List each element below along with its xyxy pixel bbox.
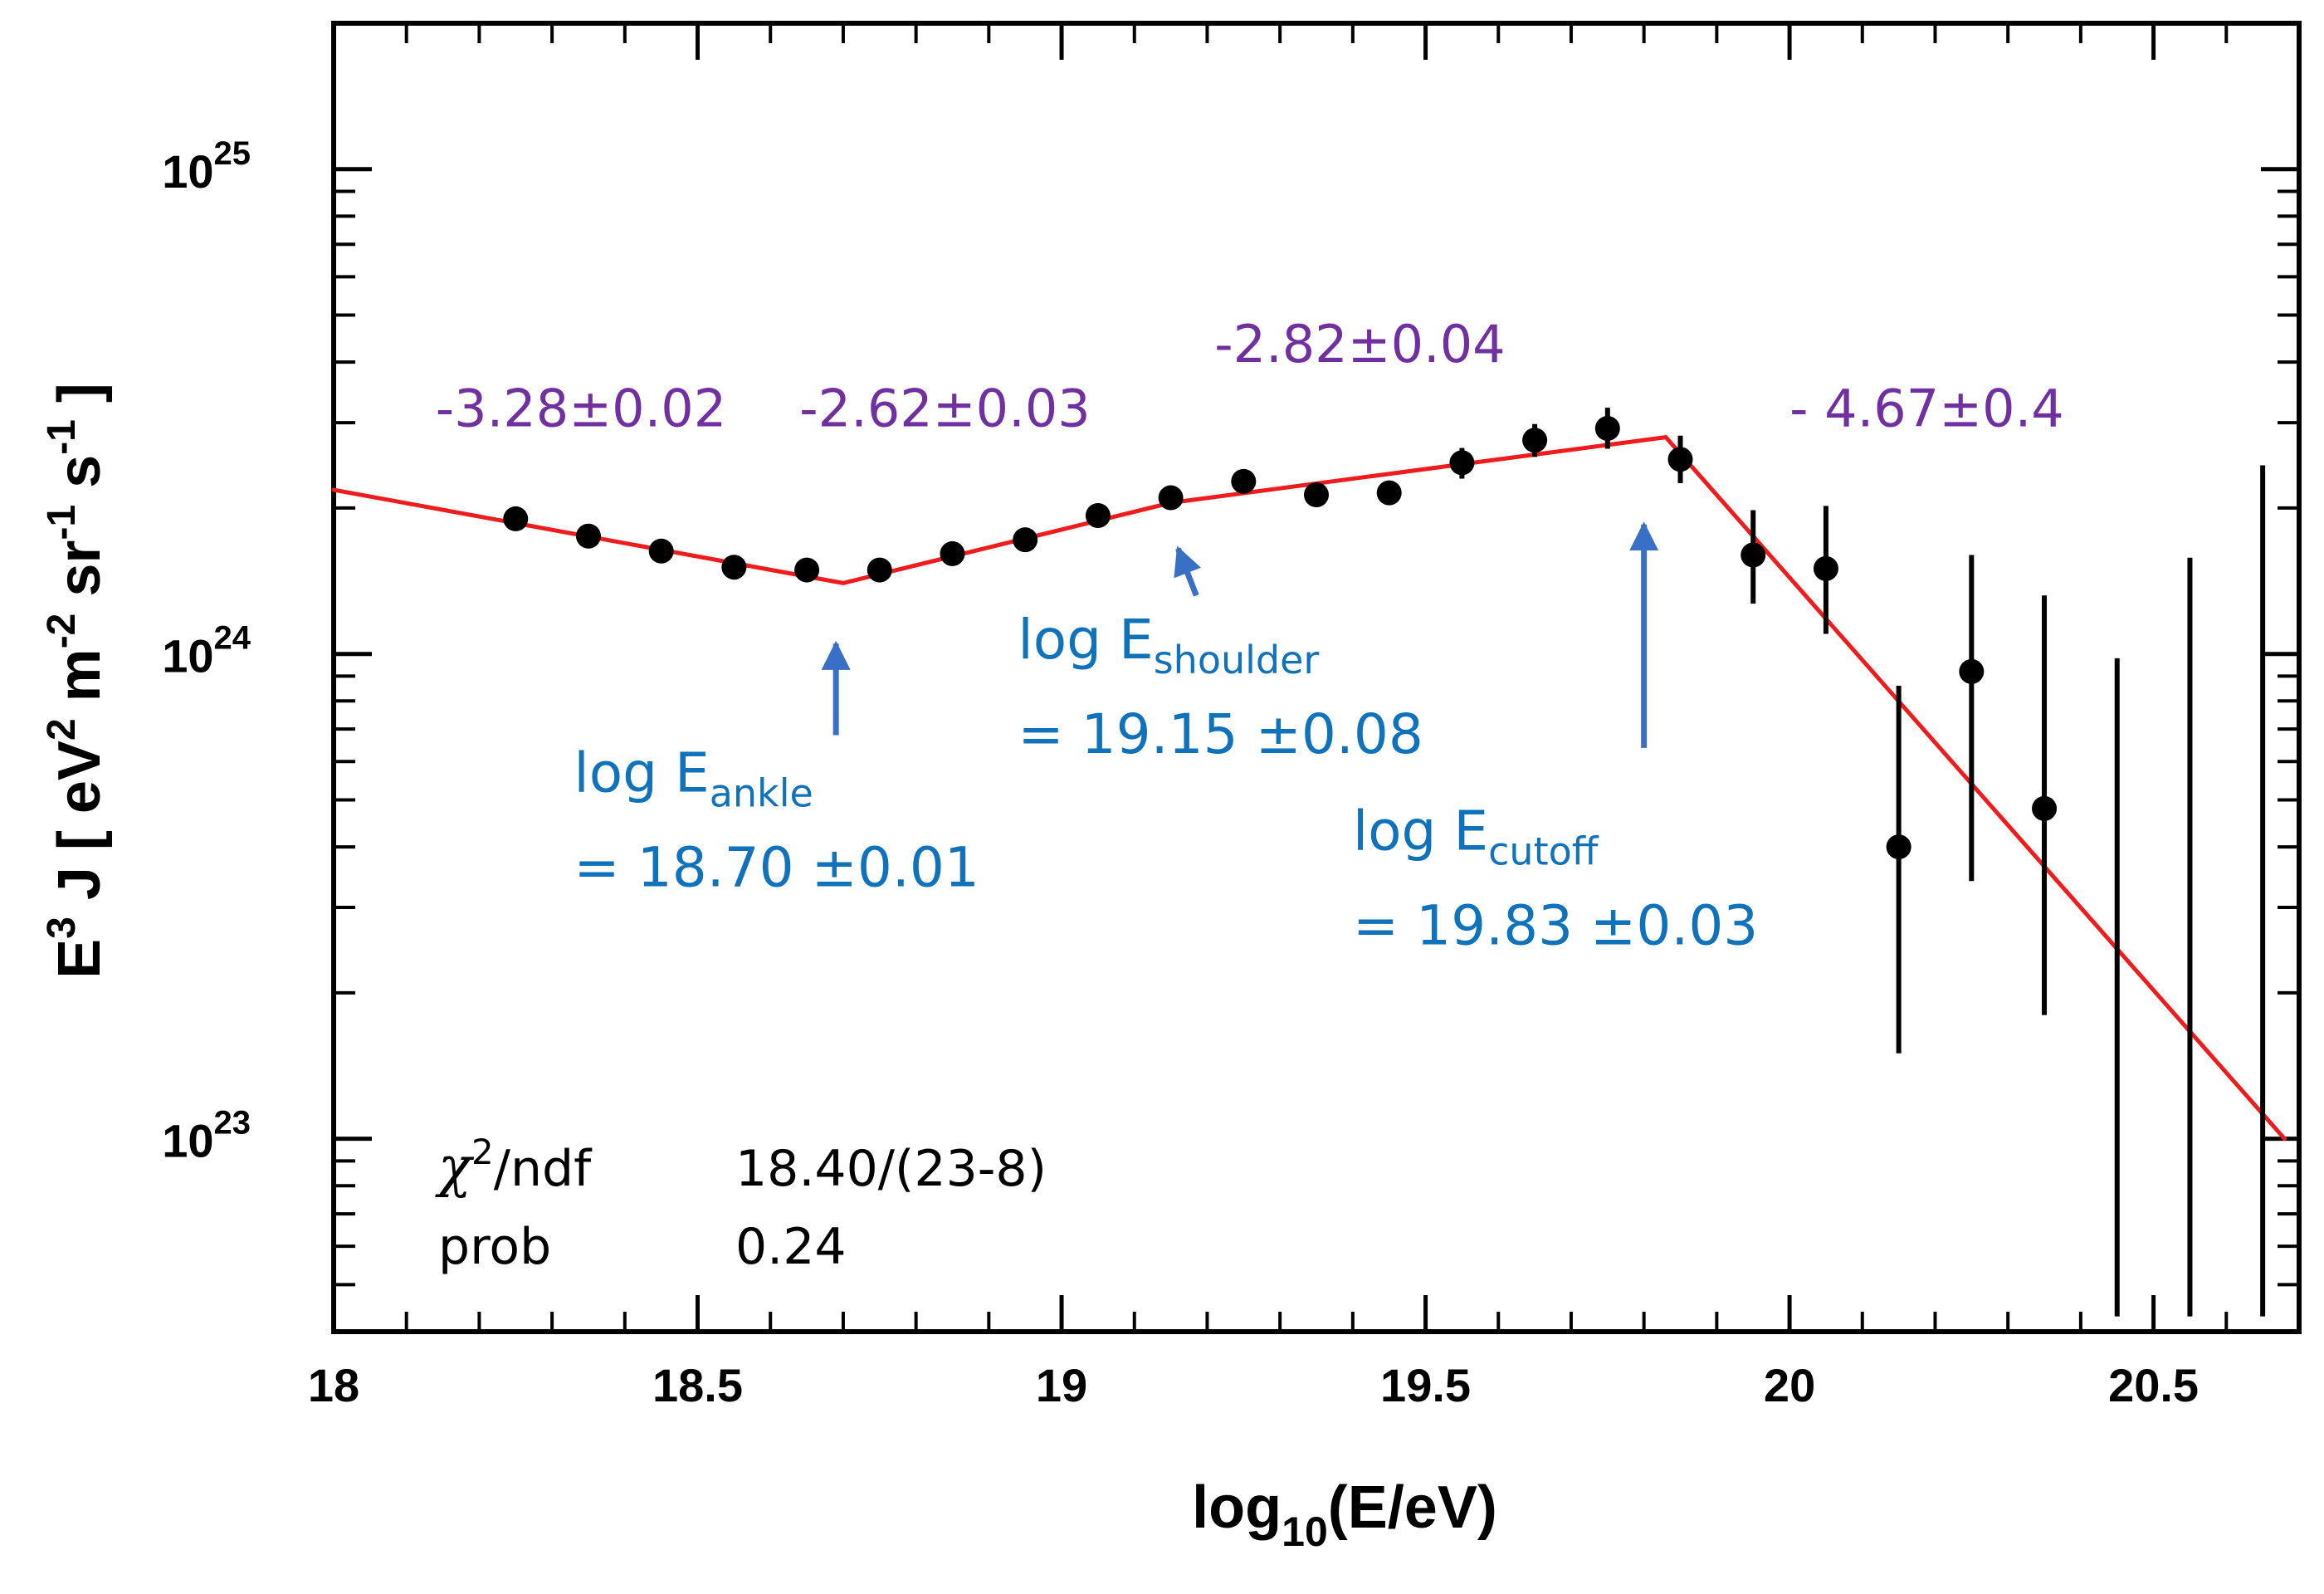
minor-ticks (334, 23, 2299, 1332)
break-annotation-ankle: log Eankle = 18.70 ±0.01 (574, 640, 979, 900)
data-point-5 (867, 557, 892, 583)
data-point-17 (1741, 542, 1766, 568)
cutoff-label: log Ecutoff (1353, 799, 1599, 873)
y-tick-label-1: 1024 (162, 620, 251, 682)
x-tick-label-3: 19.5 (1380, 1359, 1471, 1411)
data-point-2 (648, 538, 674, 564)
x-tick-label-1: 18.5 (652, 1359, 743, 1411)
break-annotation-cutoff: log Ecutoff = 19.83 ±0.03 (1353, 521, 1758, 957)
x-axis-title: log10(E/eV) (1192, 1474, 1497, 1555)
data-point-21 (2032, 795, 2058, 821)
y-axis-title: E3 J [ eV2 m-2 sr-1 s-1 ] (40, 383, 113, 979)
slope-label-3: - 4.67±0.4 (1789, 378, 2064, 438)
data-point-0 (503, 506, 529, 531)
data-points (503, 415, 2058, 860)
data-point-3 (721, 555, 747, 580)
shoulder-arrow (1174, 545, 1202, 597)
data-point-10 (1231, 468, 1257, 494)
slope-label-0: -3.28±0.02 (436, 378, 726, 438)
x-tick-label-5: 20.5 (2108, 1359, 2199, 1411)
break-annotations: log Eankle = 18.70 ±0.01 log Eshoulder = 19… (574, 521, 1758, 957)
data-point-14 (1522, 428, 1548, 453)
fit-segment-2 (1169, 435, 1668, 506)
data-point-8 (1085, 502, 1111, 528)
prob-label: prob (438, 1218, 551, 1276)
data-point-18 (1813, 555, 1838, 581)
slope-label-1: -2.62±0.03 (799, 378, 1090, 438)
data-point-15 (1594, 415, 1620, 441)
shoulder-value: = 19.15 ±0.08 (1018, 702, 1423, 766)
x-tick-labels: 18 18.5 19 19.5 20 20.5 (308, 1359, 2199, 1411)
data-point-19 (1886, 834, 1911, 860)
y-tick-labels: 1023 1024 1025 (162, 135, 251, 1167)
ankle-label: log Eankle (574, 741, 813, 816)
fit-stats: χ2/ndf 18.40/(23-8) prob 0.24 (435, 1132, 1047, 1276)
data-point-7 (1013, 527, 1038, 553)
fit-segment-3 (1663, 435, 2287, 1142)
break-annotation-shoulder: log Eshoulder = 19.15 ±0.08 (1018, 545, 1423, 766)
prob-value: 0.24 (735, 1218, 847, 1276)
chi-label: χ2/ndf (435, 1132, 593, 1199)
data-point-11 (1304, 482, 1329, 507)
x-tick-label-4: 20 (1764, 1359, 1815, 1411)
data-point-6 (940, 540, 965, 566)
chi-value: 18.40/(23-8) (735, 1140, 1047, 1198)
data-point-9 (1158, 485, 1184, 511)
data-point-1 (575, 523, 601, 549)
plot-frame (331, 21, 2302, 1334)
y-tick-label-2: 1025 (162, 135, 251, 198)
y-tick-label-0: 1023 (162, 1105, 251, 1167)
slope-labels: -3.28±0.02 -2.62±0.03 -2.82±0.04 - 4.67±0.4 (436, 314, 2064, 438)
data-point-16 (1667, 447, 1693, 472)
data-point-4 (794, 557, 820, 583)
ankle-value: = 18.70 ±0.01 (574, 836, 979, 900)
cutoff-value: = 19.83 ±0.03 (1353, 893, 1758, 957)
x-tick-label-2: 19 (1036, 1359, 1087, 1411)
data-point-20 (1959, 658, 1985, 684)
data-point-13 (1449, 450, 1475, 476)
shoulder-label: log Eshoulder (1018, 608, 1319, 682)
data-point-12 (1376, 480, 1402, 506)
fit-segment-1 (841, 501, 1174, 585)
slope-label-2: -2.82±0.04 (1214, 314, 1505, 374)
x-tick-label-0: 18 (308, 1359, 359, 1411)
